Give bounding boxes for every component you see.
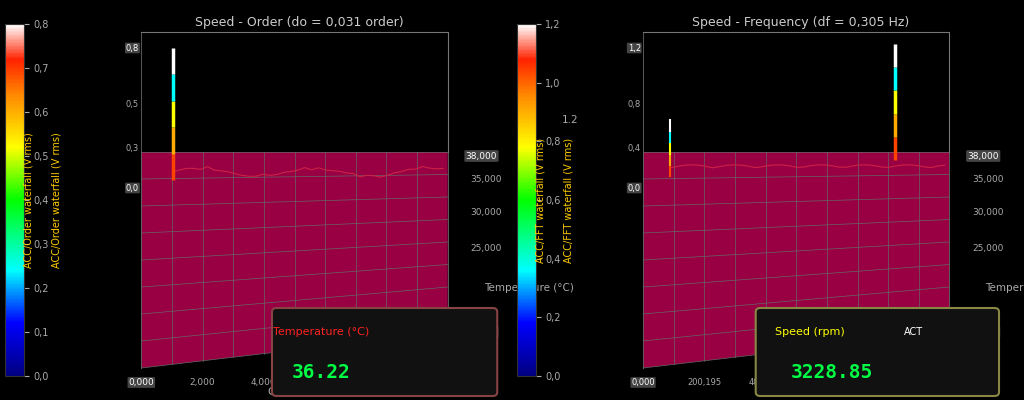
Text: 15,000: 15,000 [968,308,999,316]
Text: 38,000: 38,000 [466,152,498,160]
Text: 10,000: 10,000 [432,378,464,387]
Text: Orders (-): Orders (-) [267,386,322,396]
Text: 12,000: 12,000 [466,328,497,336]
Text: 25,000: 25,000 [470,244,502,252]
Text: 0,5: 0,5 [126,100,139,108]
Text: Frequency (Hz): Frequency (Hz) [754,386,839,396]
Text: 2,000: 2,000 [189,378,215,387]
Text: 15,000: 15,000 [466,308,498,316]
Text: 0,0: 0,0 [628,184,641,192]
FancyBboxPatch shape [756,308,999,396]
Text: Temperature (°C): Temperature (°C) [273,327,370,337]
Text: 400,085: 400,085 [749,378,782,387]
Text: Speed (rpm): Speed (rpm) [775,327,845,337]
Text: 4,000: 4,000 [251,378,276,387]
Text: 8,000: 8,000 [374,378,399,387]
Text: 6,000: 6,000 [312,378,338,387]
Text: ACT: ACT [904,327,923,337]
Text: 38,000: 38,000 [968,152,999,160]
Text: Temperature (°C): Temperature (°C) [483,283,573,293]
Text: 1,2: 1,2 [628,44,641,52]
Text: 30,000: 30,000 [972,208,1004,216]
Text: 0,3: 0,3 [126,144,139,152]
Text: 800,171: 800,171 [871,378,905,387]
Text: 600,281: 600,281 [810,378,844,387]
Text: 30,000: 30,000 [470,208,502,216]
Text: 35,000: 35,000 [470,176,502,184]
Text: ACC/FFT waterfall (V rms): ACC/FFT waterfall (V rms) [536,138,546,262]
FancyBboxPatch shape [272,308,498,396]
Polygon shape [643,152,949,368]
Text: 0,4: 0,4 [628,144,641,152]
Text: Speed - Frequency (df = 0,305 Hz): Speed - Frequency (df = 0,305 Hz) [692,16,909,29]
Text: 200,195: 200,195 [687,378,722,387]
Polygon shape [141,152,447,368]
Text: 0,8: 0,8 [628,100,641,108]
Text: 3228.85: 3228.85 [792,362,873,382]
Text: 12,000: 12,000 [968,328,998,336]
Text: 1.2: 1.2 [562,115,579,125]
Text: ACC/Order waterfall (V rms): ACC/Order waterfall (V rms) [24,132,34,268]
Text: 35,000: 35,000 [972,176,1004,184]
Text: 0,8: 0,8 [126,44,139,52]
Text: 25,000: 25,000 [972,244,1004,252]
Text: 1000,061: 1000,061 [930,378,969,387]
Y-axis label: ACC/FFT waterfall (V rms): ACC/FFT waterfall (V rms) [563,138,573,262]
Text: Temperature (°C): Temperature (°C) [985,283,1024,293]
Text: 0,0: 0,0 [126,184,139,192]
Text: 36.22: 36.22 [292,362,351,382]
Text: 0,000: 0,000 [631,378,655,387]
Text: 0,000: 0,000 [128,378,155,387]
Text: Speed - Order (do = 0,031 order): Speed - Order (do = 0,031 order) [195,16,403,29]
Y-axis label: ACC/Order waterfall (V rms): ACC/Order waterfall (V rms) [51,132,61,268]
